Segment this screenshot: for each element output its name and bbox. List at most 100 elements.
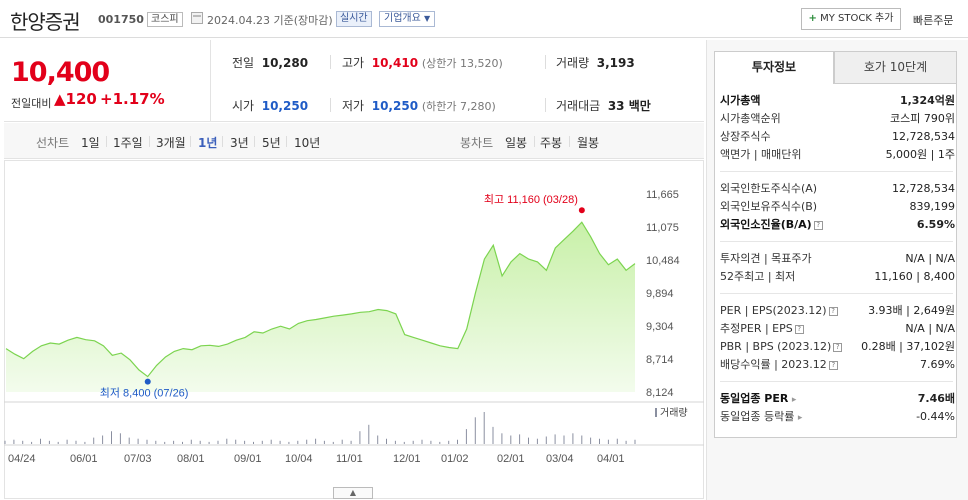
divider <box>254 136 255 147</box>
period-1w[interactable]: 1주일 <box>113 136 143 150</box>
high-price: 고가 10,410 (상한가 13,520) <box>342 56 503 70</box>
sector-per-row[interactable]: 동일업종 PER ▸ 7.46배 <box>720 392 955 405</box>
listed-shares-row: 상장주식수 12,728,534 <box>720 130 955 143</box>
price-summary: 10,400 전일대비 ▲120 +1.17% 전일 10,280 고가 10,… <box>4 40 704 122</box>
y-tick-label: 11,665 <box>646 189 679 201</box>
divider <box>545 98 546 112</box>
dividend-row: 배당수익률 | 2023.12? 7.69% <box>720 358 955 371</box>
expand-chart-button[interactable]: ▲ <box>333 487 373 499</box>
low-price: 저가 10,250 (하한가 7,280) <box>342 99 496 113</box>
min-marker <box>144 378 151 385</box>
price-chart[interactable]: 11,665 11,075 10,484 9,894 9,304 8,714 8,124 최고… <box>4 160 704 500</box>
divider <box>330 55 331 69</box>
volume-legend-icon <box>655 408 657 417</box>
divider <box>720 241 953 242</box>
y-tick-label: 9,304 <box>646 321 674 333</box>
period-3y[interactable]: 3년 <box>230 136 249 150</box>
x-tick-label: 02/01 <box>497 453 525 465</box>
line-chart-label: 선차트 <box>36 136 70 150</box>
price-line <box>5 221 636 378</box>
y-tick-label: 8,124 <box>646 387 674 399</box>
opinion-row: 투자의견 | 목표주가 N/A | N/A <box>720 252 955 265</box>
y-tick-label: 8,714 <box>646 354 674 366</box>
period-1y[interactable]: 1년 <box>198 136 218 150</box>
divider <box>149 136 150 147</box>
calendar-icon <box>191 12 203 24</box>
divider <box>720 293 953 294</box>
prev-close: 전일 10,280 <box>232 56 309 70</box>
divider <box>720 171 953 172</box>
per-eps-row: PER | EPS(2023.12)? 3.93배 | 2,649원 <box>720 304 955 317</box>
stock-code: 001750 <box>98 13 144 26</box>
trade-amount: 거래대금 33 백만 <box>556 99 651 113</box>
add-my-stock-button[interactable]: + MY STOCK 추가 <box>801 8 901 30</box>
volume-legend-label: 거래량 <box>660 407 688 419</box>
x-tick-label: 03/04 <box>546 453 574 465</box>
period-5y[interactable]: 5년 <box>262 136 281 150</box>
divider <box>286 136 287 147</box>
price-area <box>6 222 635 392</box>
candle-weekly[interactable]: 주봉 <box>540 136 563 150</box>
candle-monthly[interactable]: 월봉 <box>577 136 600 150</box>
y-tick-label: 9,894 <box>646 288 674 300</box>
change-percent: +1.17% <box>100 90 165 108</box>
market-badge: 코스피 <box>147 12 183 27</box>
help-icon[interactable]: ? <box>813 220 823 230</box>
period-selector: 선차트 1일 1주일 3개월 1년 3년 5년 10년 봉차트 일봉 주봉 월봉 <box>4 123 704 159</box>
y-tick-label: 11,075 <box>646 222 679 234</box>
divider <box>534 136 535 147</box>
foreign-limit-row: 외국인한도주식수(A) 12,728,534 <box>720 182 955 195</box>
x-tick-label: 10/04 <box>285 453 313 465</box>
volume: 거래량 3,193 <box>556 56 635 70</box>
x-tick-label: 01/02 <box>441 453 469 465</box>
sector-rate-row[interactable]: 동일업종 등락률 ▸ -0.44% <box>720 410 955 423</box>
tab-investment-info[interactable]: 투자정보 <box>714 51 834 84</box>
pbr-bps-row: PBR | BPS (2023.12)? 0.28배 | 37,102원 <box>720 340 955 353</box>
foreign-ratio-row: 외국인소진율(B/A)? 6.59% <box>720 218 955 231</box>
min-label: 최저 8,400 (07/26) <box>100 387 189 400</box>
investment-info-panel: 투자정보 호가 10단계 시가총액 1,324억원 시가총액순위 코스피 790위 … <box>706 40 968 500</box>
help-icon[interactable]: ? <box>833 342 843 352</box>
divider <box>190 136 191 147</box>
investment-info-body: 시가총액 1,324억원 시가총액순위 코스피 790위 상장주식수 12,728,5… <box>714 84 957 438</box>
market-cap-row: 시가총액 1,324억원 <box>720 94 955 107</box>
chevron-up-icon: ▲ <box>349 488 357 497</box>
max-label: 최고 11,160 (03/28) <box>484 193 578 206</box>
max-marker <box>578 207 585 214</box>
x-tick-label: 04/24 <box>8 453 36 465</box>
x-tick-label: 06/01 <box>70 453 98 465</box>
period-10y[interactable]: 10년 <box>294 136 321 150</box>
x-tick-label: 04/01 <box>597 453 625 465</box>
open-price: 시가 10,250 <box>232 99 309 113</box>
period-1d[interactable]: 1일 <box>81 136 100 150</box>
tab-order-book[interactable]: 호가 10단계 <box>834 51 957 84</box>
est-per-row: 추정PER | EPS? N/A | N/A <box>720 322 955 335</box>
stock-header: 한양증권 001750 코스피 2024.04.23 기준(장마감) 실시간 기… <box>0 0 968 38</box>
divider <box>222 136 223 147</box>
change-amount: ▲120 <box>54 90 97 108</box>
foreign-hold-row: 외국인보유주식수(B) 839,199 <box>720 200 955 213</box>
up-arrow-icon: ▲ <box>54 90 66 108</box>
par-value-row: 액면가 | 매매단위 5,000원 | 1주 <box>720 148 955 161</box>
help-icon[interactable]: ? <box>828 360 838 370</box>
period-3m[interactable]: 3개월 <box>156 136 186 150</box>
current-price: 10,400 <box>11 57 110 88</box>
change-label: 전일대비 <box>11 97 52 110</box>
realtime-button[interactable]: 실시간 <box>336 11 372 27</box>
x-tick-label: 07/03 <box>124 453 152 465</box>
company-info-dropdown[interactable]: 기업개요 ▼ <box>379 11 436 27</box>
quick-order-button[interactable]: 빠른주문 <box>913 14 954 27</box>
candle-chart-label: 봉차트 <box>460 136 494 150</box>
chevron-right-icon: ▸ <box>797 413 803 423</box>
help-icon[interactable]: ? <box>794 324 804 334</box>
y-tick-label: 10,484 <box>646 255 680 267</box>
x-tick-label: 12/01 <box>393 453 421 465</box>
divider <box>330 98 331 112</box>
market-cap-rank-row: 시가총액순위 코스피 790위 <box>720 112 955 125</box>
candle-daily[interactable]: 일봉 <box>505 136 528 150</box>
chevron-right-icon: ▸ <box>791 395 797 405</box>
help-icon[interactable]: ? <box>828 306 838 316</box>
x-tick-label: 09/01 <box>234 453 262 465</box>
date-label: 2024.04.23 기준(장마감) <box>207 14 333 27</box>
stock-name: 한양증권 <box>10 10 81 34</box>
